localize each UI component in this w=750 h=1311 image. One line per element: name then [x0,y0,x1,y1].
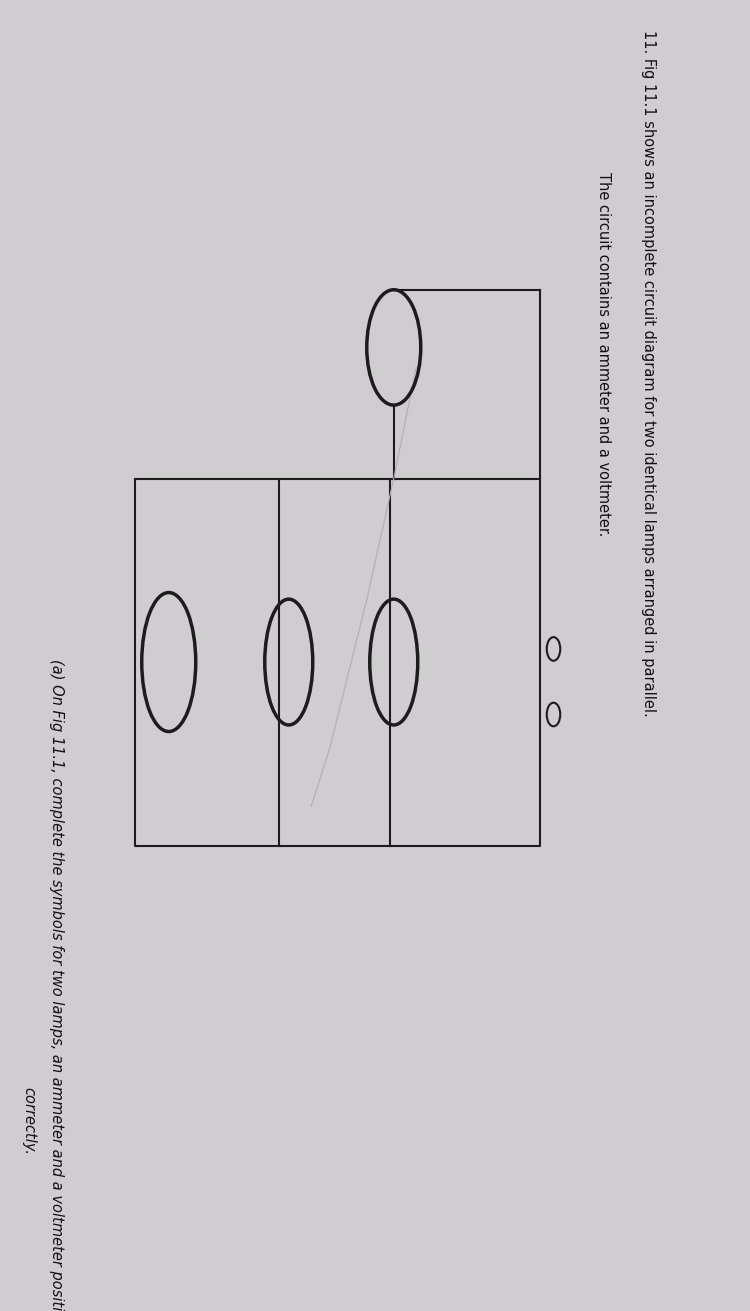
Text: The circuit contains an ammeter and a voltmeter.: The circuit contains an ammeter and a vo… [596,172,611,536]
Text: (a) On Fig 11.1, complete the symbols for two lamps, an ammeter and a voltmeter : (a) On Fig 11.1, complete the symbols fo… [49,659,64,1311]
Text: correctly.: correctly. [21,1087,36,1155]
Text: 11. Fig 11.1 shows an incomplete circuit diagram for two identical lamps arrange: 11. Fig 11.1 shows an incomplete circuit… [641,30,656,717]
